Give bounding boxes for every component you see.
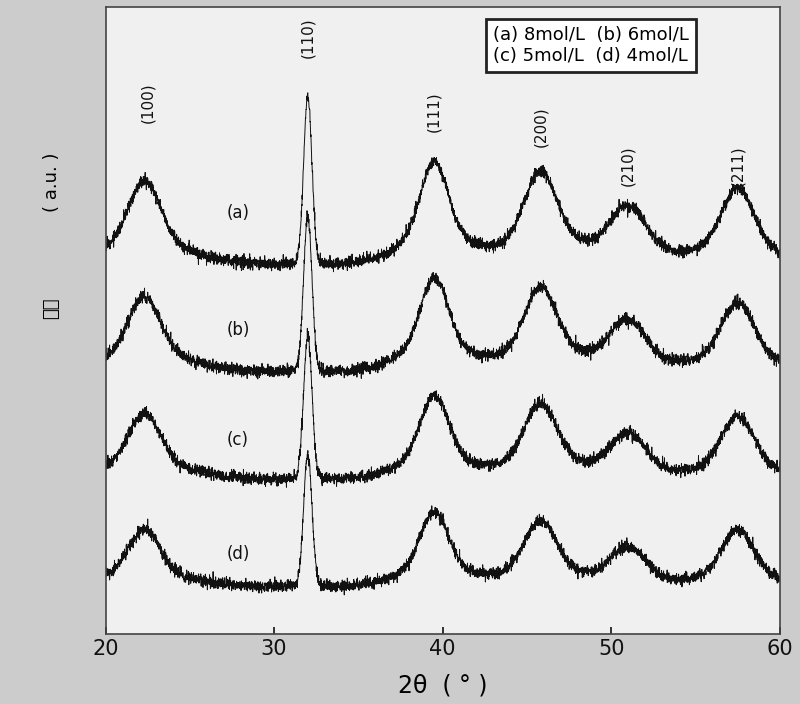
Text: 强度: 强度 (42, 297, 61, 319)
Text: (a) 8mol/L  (b) 6mol/L
(c) 5mol/L  (d) 4mol/L: (a) 8mol/L (b) 6mol/L (c) 5mol/L (d) 4mo… (494, 26, 689, 65)
Text: (a): (a) (227, 204, 250, 222)
Text: (d): (d) (227, 545, 250, 562)
Text: (111): (111) (426, 92, 442, 132)
Text: (100): (100) (140, 83, 155, 123)
Text: (210): (210) (621, 146, 635, 186)
Text: (200): (200) (533, 107, 548, 147)
Text: ( a.u. ): ( a.u. ) (42, 153, 61, 213)
Text: (c): (c) (227, 431, 249, 449)
Text: (b): (b) (227, 320, 250, 339)
Text: (211): (211) (730, 146, 745, 186)
Text: (110): (110) (300, 17, 315, 58)
X-axis label: 2θ  ( ° ): 2θ ( ° ) (398, 673, 487, 697)
